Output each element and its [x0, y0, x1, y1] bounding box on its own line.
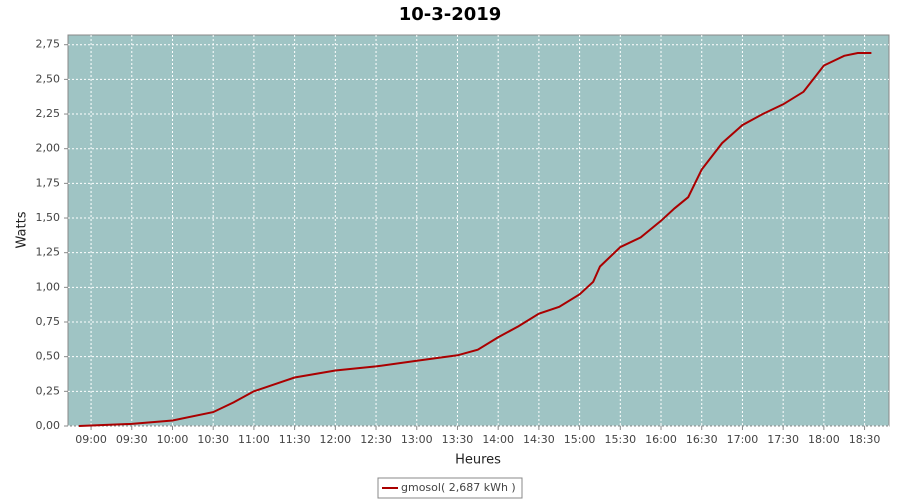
- line: [78, 52, 872, 427]
- legend-label: gmosol( 2,687 kWh ): [401, 481, 516, 494]
- y-tick-label: 1,75: [36, 176, 61, 189]
- y-tick-label: 0,75: [36, 315, 61, 328]
- x-tick-label: 09:00: [75, 433, 107, 446]
- y-tick-label: 2,25: [36, 107, 61, 120]
- legend-box: [377, 477, 523, 499]
- y-tick-label: 1,00: [36, 280, 61, 293]
- x-tick-label: 14:00: [482, 433, 514, 446]
- x-tick-label: 13:00: [401, 433, 433, 446]
- y-axis-label: Watts: [15, 211, 30, 248]
- y-tick-label: 2,75: [36, 38, 61, 51]
- x-tick-label: 16:00: [645, 433, 677, 446]
- y-tick-label: 1,25: [36, 246, 61, 259]
- x-tick-label: 12:00: [319, 433, 351, 446]
- x-axis-label: Heures: [455, 453, 501, 468]
- plot-area: [67, 34, 890, 427]
- y-tick-label: 2,50: [36, 72, 61, 85]
- x-tick-label: 10:30: [197, 433, 229, 446]
- x-tick-label: 15:30: [604, 433, 636, 446]
- y-tick-label: 0,00: [36, 419, 61, 432]
- y-tick-label: 0,50: [36, 350, 61, 363]
- y-tick-label: 0,25: [36, 384, 61, 397]
- x-tick-label: 17:00: [727, 433, 759, 446]
- x-tick-label: 11:00: [238, 433, 270, 446]
- x-tick-label: 14:30: [523, 433, 555, 446]
- x-tick-label: 18:00: [808, 433, 840, 446]
- x-tick-label: 09:30: [116, 433, 148, 446]
- x-tick-label: 10:00: [157, 433, 189, 446]
- x-tick-label: 12:30: [360, 433, 392, 446]
- x-tick-label: 16:30: [686, 433, 718, 446]
- x-tick-label: 11:30: [279, 433, 311, 446]
- x-tick-label: 15:00: [564, 433, 596, 446]
- x-tick-label: 17:30: [767, 433, 799, 446]
- x-tick-label: 13:30: [442, 433, 474, 446]
- chart-title: 10-3-2019: [399, 4, 502, 25]
- x-tick-label: 18:30: [849, 433, 881, 446]
- y-tick-label: 1,50: [36, 211, 61, 224]
- y-tick-label: 2,00: [36, 142, 61, 155]
